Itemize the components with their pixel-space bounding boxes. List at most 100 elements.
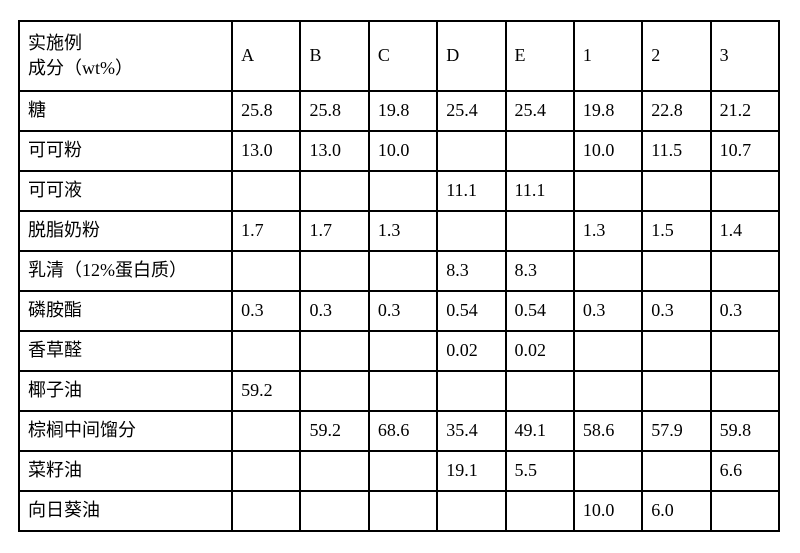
cell: 5.5 bbox=[506, 451, 574, 491]
cell bbox=[369, 251, 437, 291]
cell bbox=[369, 491, 437, 531]
cell: 8.3 bbox=[437, 251, 505, 291]
table-row: 可可液 11.111.1 bbox=[19, 171, 779, 211]
cell: 49.1 bbox=[506, 411, 574, 451]
cell: 11.1 bbox=[506, 171, 574, 211]
row-label: 脱脂奶粉 bbox=[19, 211, 232, 251]
composition-table: 实施例 成分（wt%） A B C D E 1 2 3 糖25.825.819.… bbox=[18, 20, 780, 532]
col-B: B bbox=[300, 21, 368, 91]
table-row: 磷胺酯0.30.30.30.540.540.30.30.3 bbox=[19, 291, 779, 331]
table-header-row: 实施例 成分（wt%） A B C D E 1 2 3 bbox=[19, 21, 779, 91]
cell bbox=[506, 491, 574, 531]
cell: 22.8 bbox=[642, 91, 710, 131]
cell bbox=[506, 211, 574, 251]
cell: 0.54 bbox=[437, 291, 505, 331]
cell bbox=[369, 171, 437, 211]
cell: 8.3 bbox=[506, 251, 574, 291]
cell: 10.7 bbox=[711, 131, 779, 171]
cell bbox=[642, 251, 710, 291]
cell: 11.5 bbox=[642, 131, 710, 171]
table-row: 椰子油59.2 bbox=[19, 371, 779, 411]
cell: 13.0 bbox=[300, 131, 368, 171]
cell bbox=[232, 451, 300, 491]
cell bbox=[711, 491, 779, 531]
cell bbox=[232, 411, 300, 451]
col-2: 2 bbox=[642, 21, 710, 91]
cell bbox=[232, 331, 300, 371]
cell bbox=[574, 451, 642, 491]
cell: 10.0 bbox=[369, 131, 437, 171]
cell: 25.8 bbox=[232, 91, 300, 131]
cell: 0.3 bbox=[642, 291, 710, 331]
row-label: 向日葵油 bbox=[19, 491, 232, 531]
row-label: 菜籽油 bbox=[19, 451, 232, 491]
cell: 10.0 bbox=[574, 131, 642, 171]
cell: 19.1 bbox=[437, 451, 505, 491]
cell: 0.3 bbox=[232, 291, 300, 331]
table-body: 糖25.825.819.825.425.419.822.821.2可可粉13.0… bbox=[19, 91, 779, 531]
col-E: E bbox=[506, 21, 574, 91]
cell bbox=[711, 171, 779, 211]
cell: 59.8 bbox=[711, 411, 779, 451]
col-D: D bbox=[437, 21, 505, 91]
cell bbox=[574, 251, 642, 291]
cell bbox=[642, 331, 710, 371]
cell bbox=[642, 371, 710, 411]
cell: 58.6 bbox=[574, 411, 642, 451]
col-3: 3 bbox=[711, 21, 779, 91]
cell: 19.8 bbox=[369, 91, 437, 131]
col-C: C bbox=[369, 21, 437, 91]
cell bbox=[232, 251, 300, 291]
cell bbox=[506, 131, 574, 171]
cell: 10.0 bbox=[574, 491, 642, 531]
cell bbox=[300, 251, 368, 291]
cell bbox=[369, 331, 437, 371]
cell: 1.7 bbox=[232, 211, 300, 251]
header-line2: 成分（wt%） bbox=[28, 56, 223, 81]
cell bbox=[642, 451, 710, 491]
col-A: A bbox=[232, 21, 300, 91]
cell: 35.4 bbox=[437, 411, 505, 451]
cell: 25.4 bbox=[506, 91, 574, 131]
cell: 11.1 bbox=[437, 171, 505, 211]
cell: 13.0 bbox=[232, 131, 300, 171]
cell: 1.4 bbox=[711, 211, 779, 251]
cell: 19.8 bbox=[574, 91, 642, 131]
row-label: 乳清（12%蛋白质） bbox=[19, 251, 232, 291]
header-line1: 实施例 bbox=[28, 31, 223, 56]
table-row: 乳清（12%蛋白质） 8.38.3 bbox=[19, 251, 779, 291]
table-row: 糖25.825.819.825.425.419.822.821.2 bbox=[19, 91, 779, 131]
table-row: 脱脂奶粉1.71.71.31.31.51.4 bbox=[19, 211, 779, 251]
cell: 0.3 bbox=[369, 291, 437, 331]
cell bbox=[437, 491, 505, 531]
cell: 1.5 bbox=[642, 211, 710, 251]
cell: 6.6 bbox=[711, 451, 779, 491]
cell bbox=[300, 331, 368, 371]
cell bbox=[369, 451, 437, 491]
cell bbox=[437, 371, 505, 411]
table-row: 可可粉13.013.010.010.011.510.7 bbox=[19, 131, 779, 171]
row-label: 棕榈中间馏分 bbox=[19, 411, 232, 451]
cell: 21.2 bbox=[711, 91, 779, 131]
cell: 0.02 bbox=[506, 331, 574, 371]
cell bbox=[711, 331, 779, 371]
table-row: 向日葵油10.06.0 bbox=[19, 491, 779, 531]
header-label-cell: 实施例 成分（wt%） bbox=[19, 21, 232, 91]
row-label: 可可液 bbox=[19, 171, 232, 211]
cell bbox=[574, 371, 642, 411]
cell: 0.02 bbox=[437, 331, 505, 371]
cell bbox=[232, 171, 300, 211]
cell: 0.3 bbox=[574, 291, 642, 331]
col-1: 1 bbox=[574, 21, 642, 91]
cell bbox=[711, 251, 779, 291]
cell bbox=[300, 171, 368, 211]
row-label: 椰子油 bbox=[19, 371, 232, 411]
table-row: 棕榈中间馏分59.268.635.449.158.657.959.8 bbox=[19, 411, 779, 451]
row-label: 可可粉 bbox=[19, 131, 232, 171]
cell: 59.2 bbox=[232, 371, 300, 411]
cell: 1.3 bbox=[574, 211, 642, 251]
cell: 25.8 bbox=[300, 91, 368, 131]
row-label: 磷胺酯 bbox=[19, 291, 232, 331]
cell bbox=[232, 491, 300, 531]
cell bbox=[574, 331, 642, 371]
